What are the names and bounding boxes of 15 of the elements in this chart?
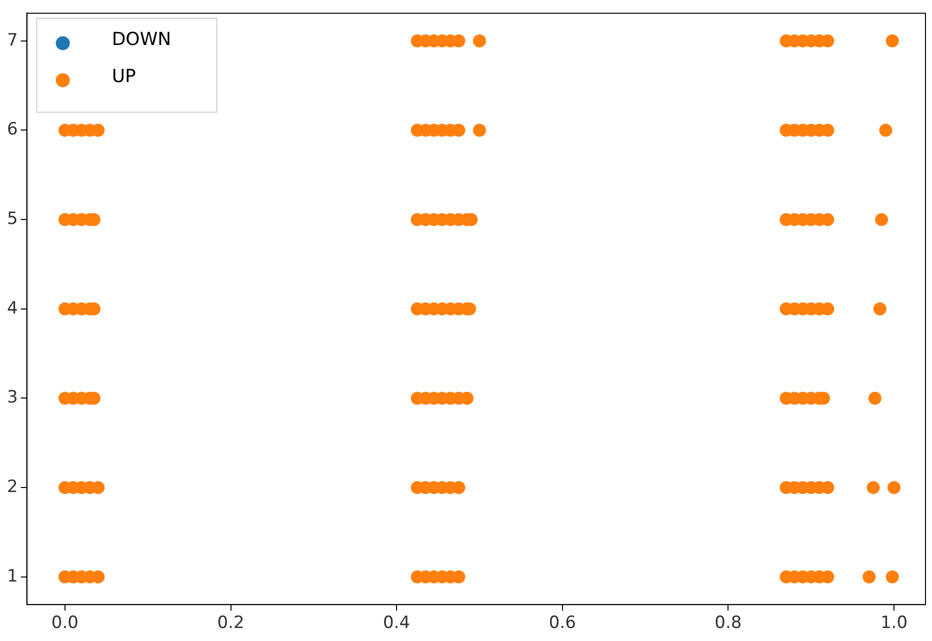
y-tick-label: 6 [6, 120, 18, 140]
legend-label: UP [112, 66, 136, 87]
x-tick-label: 0.0 [51, 613, 78, 634]
x-tick-label: 0.4 [383, 613, 410, 634]
legend-label: DOWN [112, 28, 172, 50]
y-tick-label: 1 [6, 566, 18, 586]
x-tick-label: 0.2 [217, 613, 244, 634]
x-tick-label: 0.8 [714, 613, 742, 634]
y-tick-label: 7 [6, 30, 18, 50]
y-tick-label: 3 [6, 388, 18, 408]
y-tick-label: 2 [6, 476, 18, 497]
x-tick-label: 1.0 [880, 613, 908, 634]
x-tick-label: 0.6 [548, 613, 576, 634]
y-tick-label: 4 [6, 298, 18, 318]
y-tick-label: 5 [6, 208, 18, 229]
